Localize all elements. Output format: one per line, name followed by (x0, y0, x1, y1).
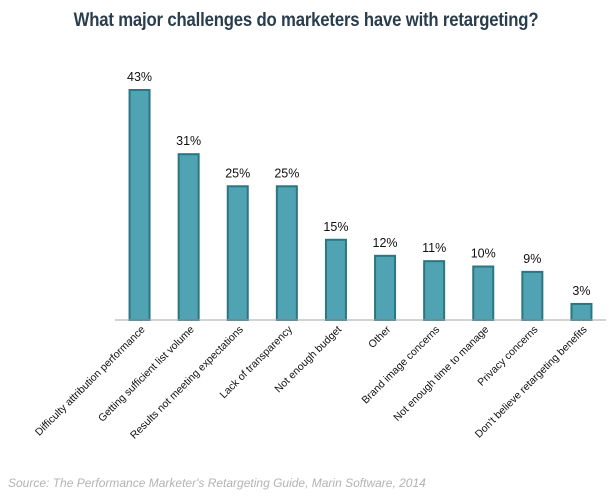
value-labels-layer: 43% 31% 25% 25% 15% 12% 11% 10% 9% 3% (127, 70, 590, 298)
category-label-7: Not enough time to manage (391, 324, 491, 424)
bar-7 (472, 265, 495, 321)
bar-6 (423, 260, 446, 321)
bars-layer (128, 89, 593, 322)
value-label-8: 9% (523, 252, 541, 266)
category-labels-layer: Difficulty attribution performanceGettin… (33, 323, 590, 441)
value-label-6: 11% (422, 241, 446, 255)
value-label-5: 12% (373, 236, 398, 250)
chart-title: What major challenges do marketers have … (73, 10, 539, 31)
value-label-2: 25% (225, 166, 250, 180)
bar-5 (374, 254, 397, 321)
value-label-9: 3% (572, 284, 590, 298)
source-note: Source: The Performance Marketer's Retar… (8, 476, 426, 490)
value-label-3: 25% (274, 166, 299, 180)
value-label-7: 10% (471, 247, 496, 261)
bar-3 (275, 185, 298, 321)
bar-4 (324, 238, 347, 321)
category-label-5: Other (366, 323, 393, 350)
bar-8 (521, 270, 544, 322)
value-label-0: 43% (127, 70, 152, 84)
category-label-1: Getting sufficient list volume (96, 324, 197, 425)
value-label-4: 15% (323, 220, 348, 234)
bar-1 (177, 153, 200, 321)
bar-9 (570, 302, 593, 322)
bar-2 (226, 185, 249, 321)
value-label-1: 31% (176, 134, 201, 148)
bar-0 (128, 89, 151, 321)
